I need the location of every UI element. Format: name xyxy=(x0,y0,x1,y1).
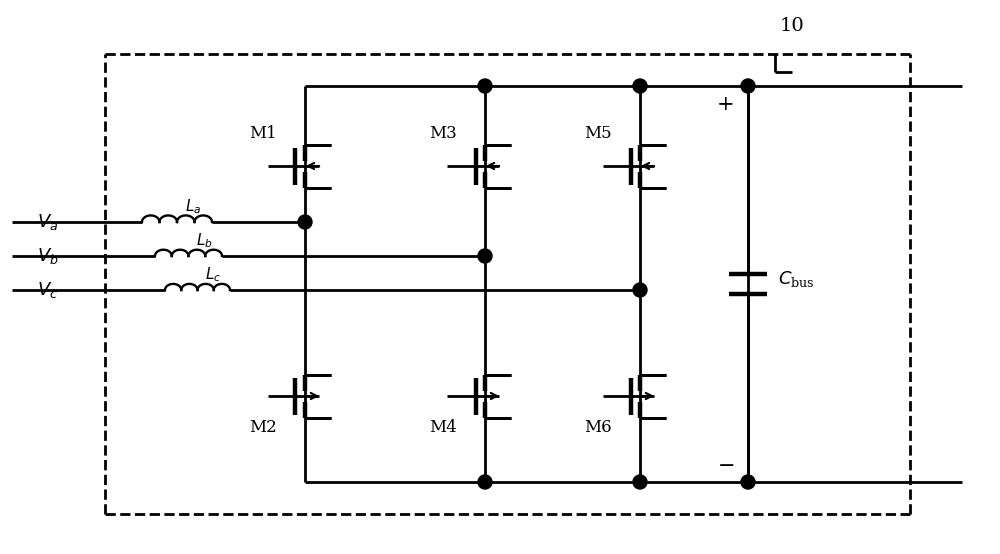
Text: $L_b$: $L_b$ xyxy=(196,231,213,250)
Circle shape xyxy=(478,79,492,93)
Text: $V_b$: $V_b$ xyxy=(37,246,59,266)
Circle shape xyxy=(633,283,647,297)
Text: M2: M2 xyxy=(249,419,277,437)
Text: M4: M4 xyxy=(429,419,457,437)
Text: M1: M1 xyxy=(249,125,277,141)
Circle shape xyxy=(298,215,312,229)
Text: $V_c$: $V_c$ xyxy=(37,280,59,300)
Text: $L_c$: $L_c$ xyxy=(205,265,222,284)
Text: $-$: $-$ xyxy=(717,454,735,474)
Circle shape xyxy=(741,475,755,489)
Text: 10: 10 xyxy=(780,17,804,35)
Circle shape xyxy=(633,79,647,93)
Text: $C_{\mathregular{bus}}$: $C_{\mathregular{bus}}$ xyxy=(778,269,815,289)
Text: M6: M6 xyxy=(584,419,612,437)
Circle shape xyxy=(741,79,755,93)
Circle shape xyxy=(478,475,492,489)
Text: +: + xyxy=(717,95,735,114)
Text: M3: M3 xyxy=(429,125,457,141)
Circle shape xyxy=(633,475,647,489)
Text: $L_a$: $L_a$ xyxy=(185,197,201,216)
Circle shape xyxy=(478,249,492,263)
Text: $V_a$: $V_a$ xyxy=(37,212,59,232)
Text: M5: M5 xyxy=(584,125,612,141)
